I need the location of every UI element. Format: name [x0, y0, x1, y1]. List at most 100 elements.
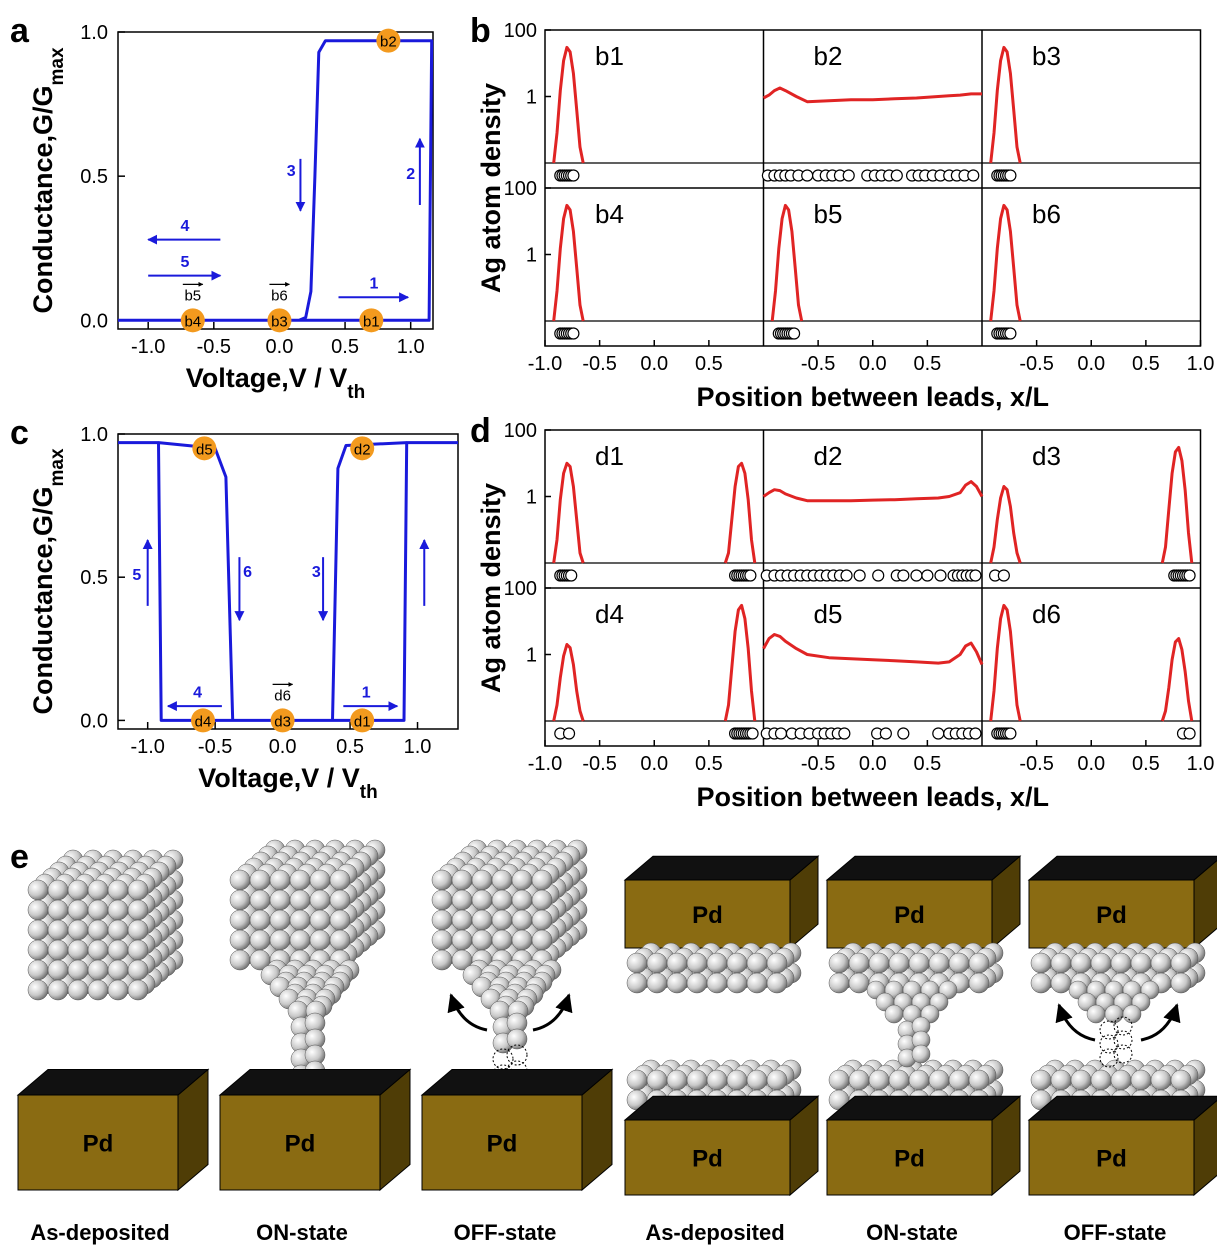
panel-label: c [10, 414, 29, 452]
density-line [552, 603, 757, 722]
atom [908, 952, 930, 974]
y-tick-label: 1 [526, 87, 537, 109]
atom [27, 979, 49, 1001]
sweep-label: 4 [193, 684, 202, 701]
atom [289, 889, 311, 911]
atom [127, 879, 149, 901]
atom [908, 1069, 930, 1091]
atom [1050, 952, 1072, 974]
atom [309, 889, 331, 911]
sweep-label: 5 [132, 567, 141, 584]
electrode-top [623, 855, 820, 881]
atom-position [932, 727, 945, 740]
atom [491, 889, 513, 911]
y-tick-label: 100 [504, 178, 537, 200]
atom [451, 889, 473, 911]
x-axis-label-sub: th [360, 782, 378, 803]
state-label: d6 [274, 687, 291, 704]
electrode-label: Pd [894, 1146, 925, 1173]
density-line [762, 86, 982, 104]
density-line [989, 445, 1194, 564]
x-tick-label: -1.0 [130, 736, 164, 758]
atom [1150, 1069, 1172, 1091]
atom [1170, 972, 1192, 994]
atom-position [840, 569, 853, 582]
atom [107, 899, 129, 921]
y-axis-label: Conductance,G/Gmax [28, 47, 68, 313]
x-tick-label: 0.5 [913, 753, 941, 775]
electrode-front [17, 1094, 179, 1191]
density-line [989, 45, 1022, 164]
atom [309, 909, 331, 931]
atom-position [787, 327, 801, 340]
panel-title: b1 [595, 41, 624, 71]
atom [127, 899, 149, 921]
atom-position [997, 569, 1010, 582]
atom-position [567, 169, 580, 182]
motion-arrow [447, 993, 488, 1032]
atom [309, 869, 331, 891]
atom [1050, 1069, 1072, 1091]
atom [431, 909, 453, 931]
sweep-label: 3 [312, 564, 321, 581]
atom [531, 929, 553, 951]
caption: OFF-state [1064, 1220, 1167, 1245]
atom [1050, 972, 1072, 994]
atom [626, 1069, 648, 1091]
atom [726, 972, 748, 994]
x-tick-label: -0.5 [801, 753, 835, 775]
atom [431, 949, 453, 971]
density-line [989, 203, 1022, 322]
atom [1170, 952, 1192, 974]
atom [666, 952, 688, 974]
y-tick-label: 0.0 [80, 310, 108, 332]
x-tick-label: -0.5 [197, 336, 231, 358]
x-tick-label: 0.5 [695, 753, 723, 775]
x-tick-label: -1.0 [131, 336, 165, 358]
atom [471, 889, 493, 911]
atom [1150, 952, 1172, 974]
electrode-front [826, 879, 993, 949]
sweep-label: 1 [369, 276, 378, 293]
state-label: b1 [363, 313, 380, 330]
caption: As-deposited [30, 1220, 169, 1245]
atom [968, 1069, 990, 1091]
state-marker [376, 28, 401, 53]
atom-position [746, 727, 759, 740]
density-line [989, 603, 1194, 722]
electrode-label: Pd [692, 1146, 723, 1173]
atom [329, 929, 351, 951]
state-marker [350, 436, 375, 461]
atom [229, 909, 251, 931]
atom-position [1183, 569, 1196, 582]
atom [107, 919, 129, 941]
sweep-label: 5 [180, 254, 189, 271]
y-tick-label: 0.0 [80, 710, 108, 732]
electrode-front [624, 1119, 791, 1196]
atom [1170, 1069, 1192, 1091]
atom [107, 959, 129, 981]
panel-title: b2 [814, 41, 843, 71]
x-tick-label: -0.5 [582, 353, 616, 375]
electrode-label: Pd [692, 902, 723, 929]
y-tick-label: 100 [504, 20, 537, 42]
atom [67, 959, 89, 981]
atom [27, 919, 49, 941]
atom [289, 909, 311, 931]
state-label: b5 [184, 287, 201, 304]
atom [27, 959, 49, 981]
removed-atom [1113, 1030, 1133, 1050]
atom-position [872, 569, 885, 582]
x-tick-label: 0.0 [266, 336, 294, 358]
x-tick-label: 0.0 [859, 753, 887, 775]
state-label: d1 [354, 713, 371, 730]
motion-arrow [1055, 1003, 1096, 1042]
atom [47, 979, 69, 1001]
atom [67, 939, 89, 961]
atom [491, 909, 513, 931]
x-tick-label: -0.5 [198, 736, 232, 758]
atom [27, 939, 49, 961]
atom-position [934, 569, 947, 582]
atom [67, 899, 89, 921]
x-tick-label: 0.0 [859, 353, 887, 375]
